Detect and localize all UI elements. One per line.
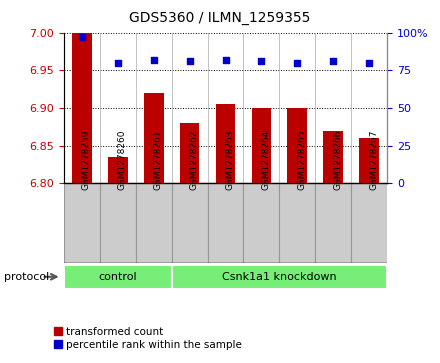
- Point: [78, 34, 85, 40]
- Text: protocol: protocol: [4, 272, 50, 282]
- Text: GSM1278262: GSM1278262: [190, 129, 198, 190]
- Text: GDS5360 / ILMN_1259355: GDS5360 / ILMN_1259355: [129, 11, 311, 25]
- Bar: [180, 123, 199, 183]
- Bar: [287, 108, 307, 183]
- Bar: [64, 265, 172, 289]
- Point: [150, 57, 157, 63]
- Text: GSM1278267: GSM1278267: [369, 129, 378, 190]
- Bar: [108, 157, 128, 183]
- Point: [222, 57, 229, 63]
- Bar: [315, 183, 351, 263]
- Bar: [351, 183, 387, 263]
- Bar: [144, 93, 164, 183]
- Bar: [136, 183, 172, 263]
- Point: [114, 60, 121, 66]
- Text: GSM1278266: GSM1278266: [334, 129, 342, 190]
- Bar: [359, 138, 379, 183]
- Bar: [216, 104, 235, 183]
- Text: GSM1278260: GSM1278260: [118, 129, 127, 190]
- Text: GSM1278261: GSM1278261: [154, 129, 163, 190]
- Bar: [323, 131, 343, 183]
- Bar: [72, 33, 92, 183]
- Point: [258, 58, 265, 64]
- Text: Csnk1a1 knockdown: Csnk1a1 knockdown: [222, 272, 337, 282]
- Text: control: control: [99, 272, 137, 282]
- Bar: [279, 183, 315, 263]
- Bar: [100, 183, 136, 263]
- Bar: [252, 108, 271, 183]
- Text: GSM1278265: GSM1278265: [297, 129, 306, 190]
- Bar: [243, 183, 279, 263]
- Text: GSM1278264: GSM1278264: [261, 129, 271, 190]
- Bar: [64, 183, 100, 263]
- Point: [330, 58, 337, 64]
- Point: [186, 58, 193, 64]
- Legend: transformed count, percentile rank within the sample: transformed count, percentile rank withi…: [49, 323, 246, 354]
- Bar: [208, 183, 243, 263]
- Bar: [172, 265, 387, 289]
- Point: [294, 60, 301, 66]
- Bar: [172, 183, 208, 263]
- Text: GSM1278259: GSM1278259: [82, 129, 91, 190]
- Point: [366, 60, 373, 66]
- Text: GSM1278263: GSM1278263: [226, 129, 235, 190]
